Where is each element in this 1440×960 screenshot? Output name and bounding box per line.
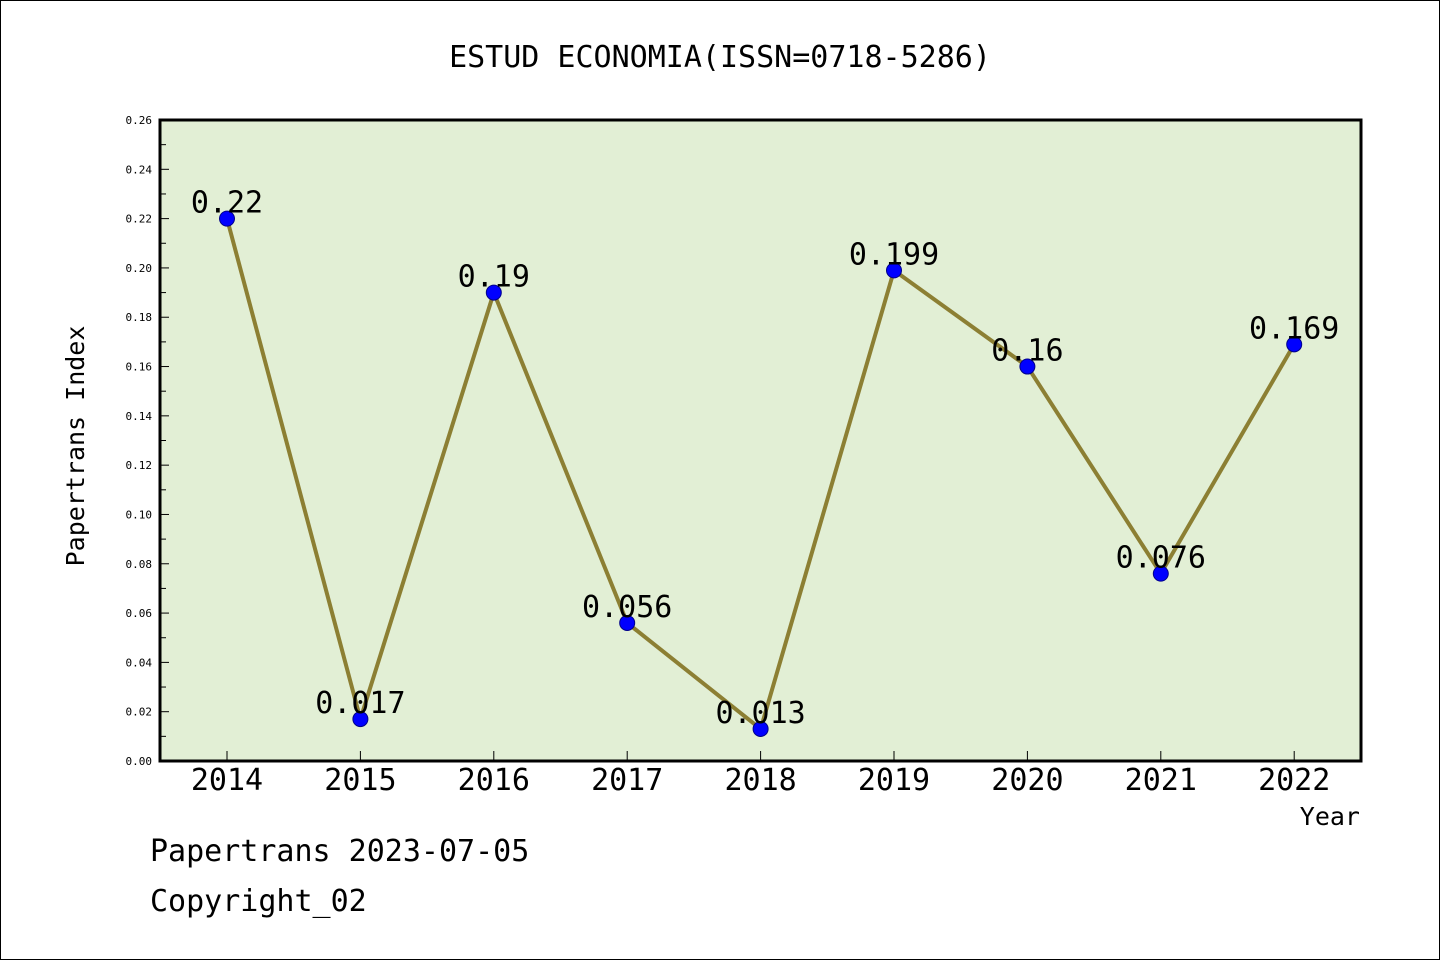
x-tick-label: 2020	[991, 763, 1063, 798]
y-tick-label: 0.08	[126, 558, 153, 571]
data-point	[219, 210, 235, 227]
data-point	[619, 614, 636, 631]
data-label: 0.076	[1116, 541, 1206, 576]
x-tick-label: 2022	[1258, 763, 1330, 798]
y-tick-label: 0.26	[126, 114, 153, 127]
data-label: 0.013	[715, 696, 805, 731]
x-axis: 2014 2015 2016 2017 2018 2019 2020 2021 2022	[191, 751, 1330, 798]
x-tick-label: 2016	[458, 763, 530, 798]
y-tick-label: 0.24	[126, 163, 153, 176]
data-label: 0.16	[991, 334, 1063, 369]
y-tick-label: 0.18	[126, 311, 153, 324]
data-point	[886, 262, 902, 279]
data-label: 0.22	[191, 186, 263, 221]
data-label: 0.056	[582, 590, 672, 625]
y-tick-label: 0.02	[126, 706, 153, 719]
y-tick-label: 0.06	[126, 607, 153, 620]
x-tick-label: 2017	[591, 763, 663, 798]
footer-copyright: Copyright_02	[150, 884, 367, 919]
data-point	[485, 284, 502, 301]
y-tick-label: 0.22	[126, 213, 153, 226]
y-axis-label: Papertrans Index	[61, 326, 90, 567]
y-tick-label: 0.10	[126, 508, 153, 521]
x-axis-label: Year	[1300, 802, 1360, 831]
series-layer: 0.22 0.017 0.19 0.056 0.013 0.199 0.16 0.076 0.1…	[191, 186, 1339, 737]
x-tick-label: 2018	[724, 763, 796, 798]
plot-area	[158, 118, 1363, 763]
data-label: 0.199	[849, 237, 939, 272]
y-axis: 0.00 0.02 0.04 0.06 0.08 0.10 0.12 0.14 0.16 0.18…	[126, 114, 169, 768]
y-tick-label: 0.20	[126, 262, 153, 275]
x-tick-label: 2015	[324, 763, 396, 798]
y-tick-label: 0.00	[126, 755, 153, 768]
data-point	[1286, 336, 1303, 353]
data-label: 0.017	[315, 686, 405, 721]
data-label: 0.169	[1249, 311, 1339, 346]
data-label: 0.19	[458, 260, 530, 295]
x-tick-label: 2021	[1125, 763, 1197, 798]
x-tick-label: 2019	[858, 763, 930, 798]
data-point	[752, 720, 769, 737]
y-tick-label: 0.14	[126, 410, 153, 423]
y-tick-label: 0.12	[126, 459, 153, 472]
y-tick-label: 0.04	[126, 656, 153, 669]
data-point	[352, 711, 369, 728]
footer-date: Papertrans 2023-07-05	[150, 834, 530, 869]
data-point	[1152, 565, 1169, 582]
y-tick-label: 0.16	[126, 361, 153, 374]
data-point	[1019, 358, 1036, 375]
chart-title: ESTUD ECONOMIA(ISSN=0718-5286)	[449, 40, 991, 75]
x-tick-label: 2014	[191, 763, 263, 798]
